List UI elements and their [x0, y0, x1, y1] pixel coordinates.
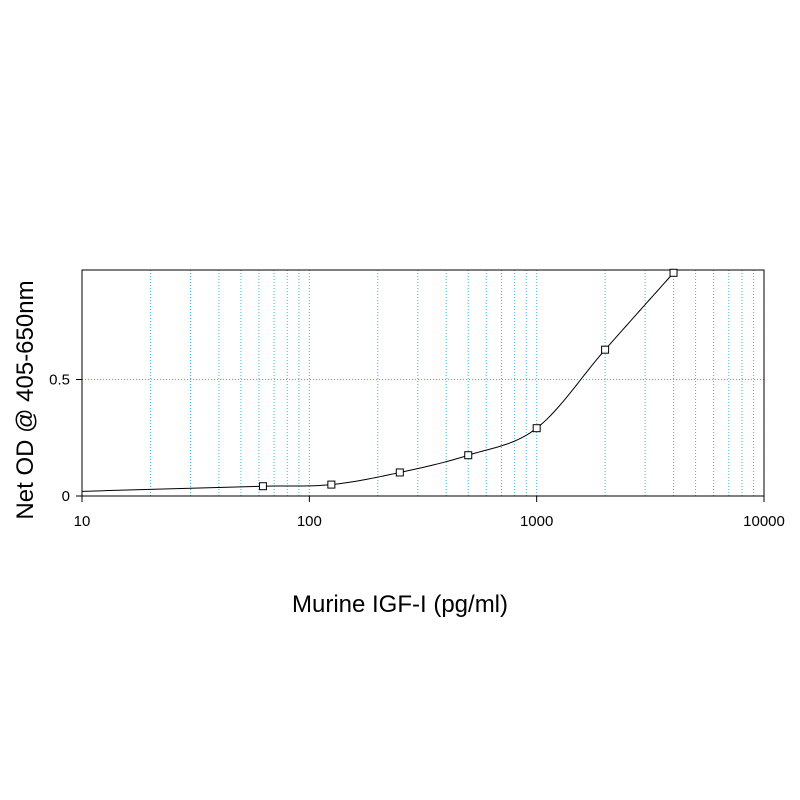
- y-axis-title: Net OD @ 405-650nm: [12, 280, 39, 519]
- plot-frame: [81, 269, 765, 497]
- data-point: [532, 424, 541, 433]
- axis-ticks: [76, 379, 765, 502]
- data-point: [669, 268, 678, 277]
- data-point: [464, 451, 473, 460]
- x-tick-label: 10: [74, 513, 91, 530]
- fit-curve: [81, 272, 674, 492]
- x-tick-label: 10000: [743, 513, 785, 530]
- data-point: [601, 345, 610, 354]
- x-tick-label: 1000: [520, 513, 553, 530]
- data-point: [327, 480, 336, 489]
- x-tick-label: 100: [297, 513, 322, 530]
- grid-lines: [82, 270, 764, 496]
- x-axis-title: Murine IGF-I (pg/ml): [292, 591, 508, 618]
- fit-curve-group: [81, 272, 674, 492]
- tick-labels: 10 100 1000 10000 0 0.5: [49, 372, 785, 530]
- y-tick-label: 0: [62, 488, 70, 505]
- data-point: [395, 468, 404, 477]
- y-tick-label: 0.5: [49, 372, 70, 389]
- data-points: [258, 268, 678, 491]
- data-point: [258, 482, 267, 491]
